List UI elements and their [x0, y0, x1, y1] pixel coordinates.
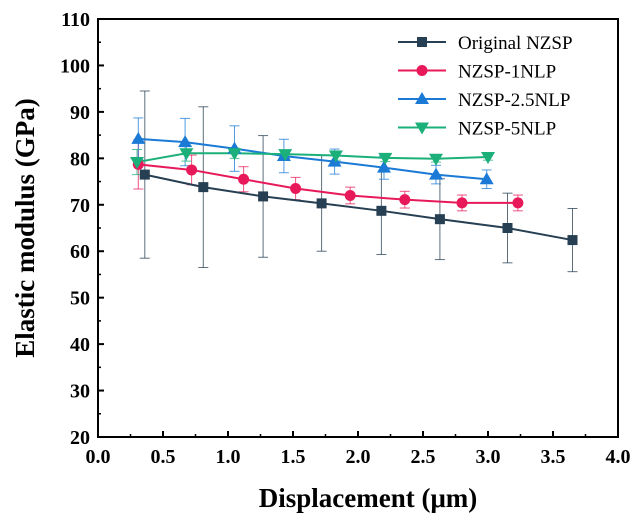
x-tick-label: 3.5: [541, 446, 566, 468]
data-point: [238, 173, 250, 185]
y-tick-label: 40: [70, 334, 90, 356]
x-axis-title: Displacement (μm): [259, 483, 478, 513]
x-tick-label: 4.0: [606, 446, 631, 468]
series-line: [138, 137, 487, 181]
series-lines: [136, 137, 573, 242]
data-point: [376, 205, 387, 216]
x-tick-label: 1.5: [281, 446, 306, 468]
data-point: [344, 189, 356, 201]
x-tick-label: 2.5: [411, 446, 436, 468]
x-tick-label: 0.0: [86, 446, 111, 468]
data-point: [479, 172, 494, 185]
y-axis-title: Elastic modulus (GPa): [10, 98, 40, 358]
data-point: [456, 197, 468, 209]
data-point: [178, 135, 193, 148]
x-tick-label: 3.0: [476, 446, 501, 468]
data-point: [130, 157, 144, 170]
data-point: [290, 183, 302, 195]
y-tick-label: 60: [70, 241, 90, 263]
data-point: [512, 197, 524, 209]
y-tick-label: 50: [70, 288, 90, 310]
y-tick-label: 110: [61, 9, 90, 31]
data-point: [399, 194, 411, 206]
y-tick-label: 30: [70, 381, 90, 403]
x-tick-label: 0.5: [151, 446, 176, 468]
x-tick-label: 1.0: [216, 446, 241, 468]
data-point: [377, 160, 391, 173]
data-point: [227, 148, 242, 161]
y-tick-label: 80: [70, 148, 90, 170]
legend-marker: [415, 92, 429, 104]
data-point: [139, 169, 150, 180]
series-line: [136, 152, 489, 164]
legend-marker: [415, 122, 429, 135]
series-line: [138, 163, 518, 204]
legend-marker: [416, 65, 428, 76]
y-axis-ticks: 20 30 40 50 60 70 80 90 100 110: [60, 9, 104, 449]
data-point: [131, 131, 146, 144]
legend: Original NZSP NZSP-1NLP NZSP-2.5NLP NZSP-5N…: [398, 33, 573, 140]
data-point: [316, 198, 327, 209]
legend-marker: [417, 37, 427, 47]
data-point: [429, 167, 443, 180]
legend-label: NZSP-2.5NLP: [458, 90, 570, 111]
y-tick-label: 70: [70, 195, 90, 217]
data-point: [481, 151, 495, 164]
x-tick-label: 2.0: [346, 446, 371, 468]
data-point: [186, 164, 198, 176]
data-point: [429, 153, 443, 166]
x-axis-ticks: 0.0 0.5 1.0 1.5 2.0 2.5 3.0 3.5 4.0: [86, 431, 631, 468]
data-point: [327, 154, 342, 167]
markers: [130, 131, 578, 246]
data-point: [328, 150, 343, 163]
y-tick-label: 100: [60, 55, 90, 77]
legend-label: NZSP-1NLP: [458, 62, 556, 83]
data-point: [258, 191, 269, 202]
legend-label: Original NZSP: [458, 33, 573, 54]
data-point: [278, 149, 293, 162]
y-tick-label: 90: [70, 102, 90, 124]
data-point: [179, 148, 194, 161]
data-point: [378, 152, 393, 165]
data-point: [434, 214, 445, 225]
y-tick-label: 20: [70, 427, 90, 449]
data-point: [567, 235, 578, 246]
data-point: [502, 223, 513, 233]
series-line: [144, 173, 573, 242]
data-point: [198, 182, 209, 193]
legend-label: NZSP-5NLP: [458, 119, 556, 140]
